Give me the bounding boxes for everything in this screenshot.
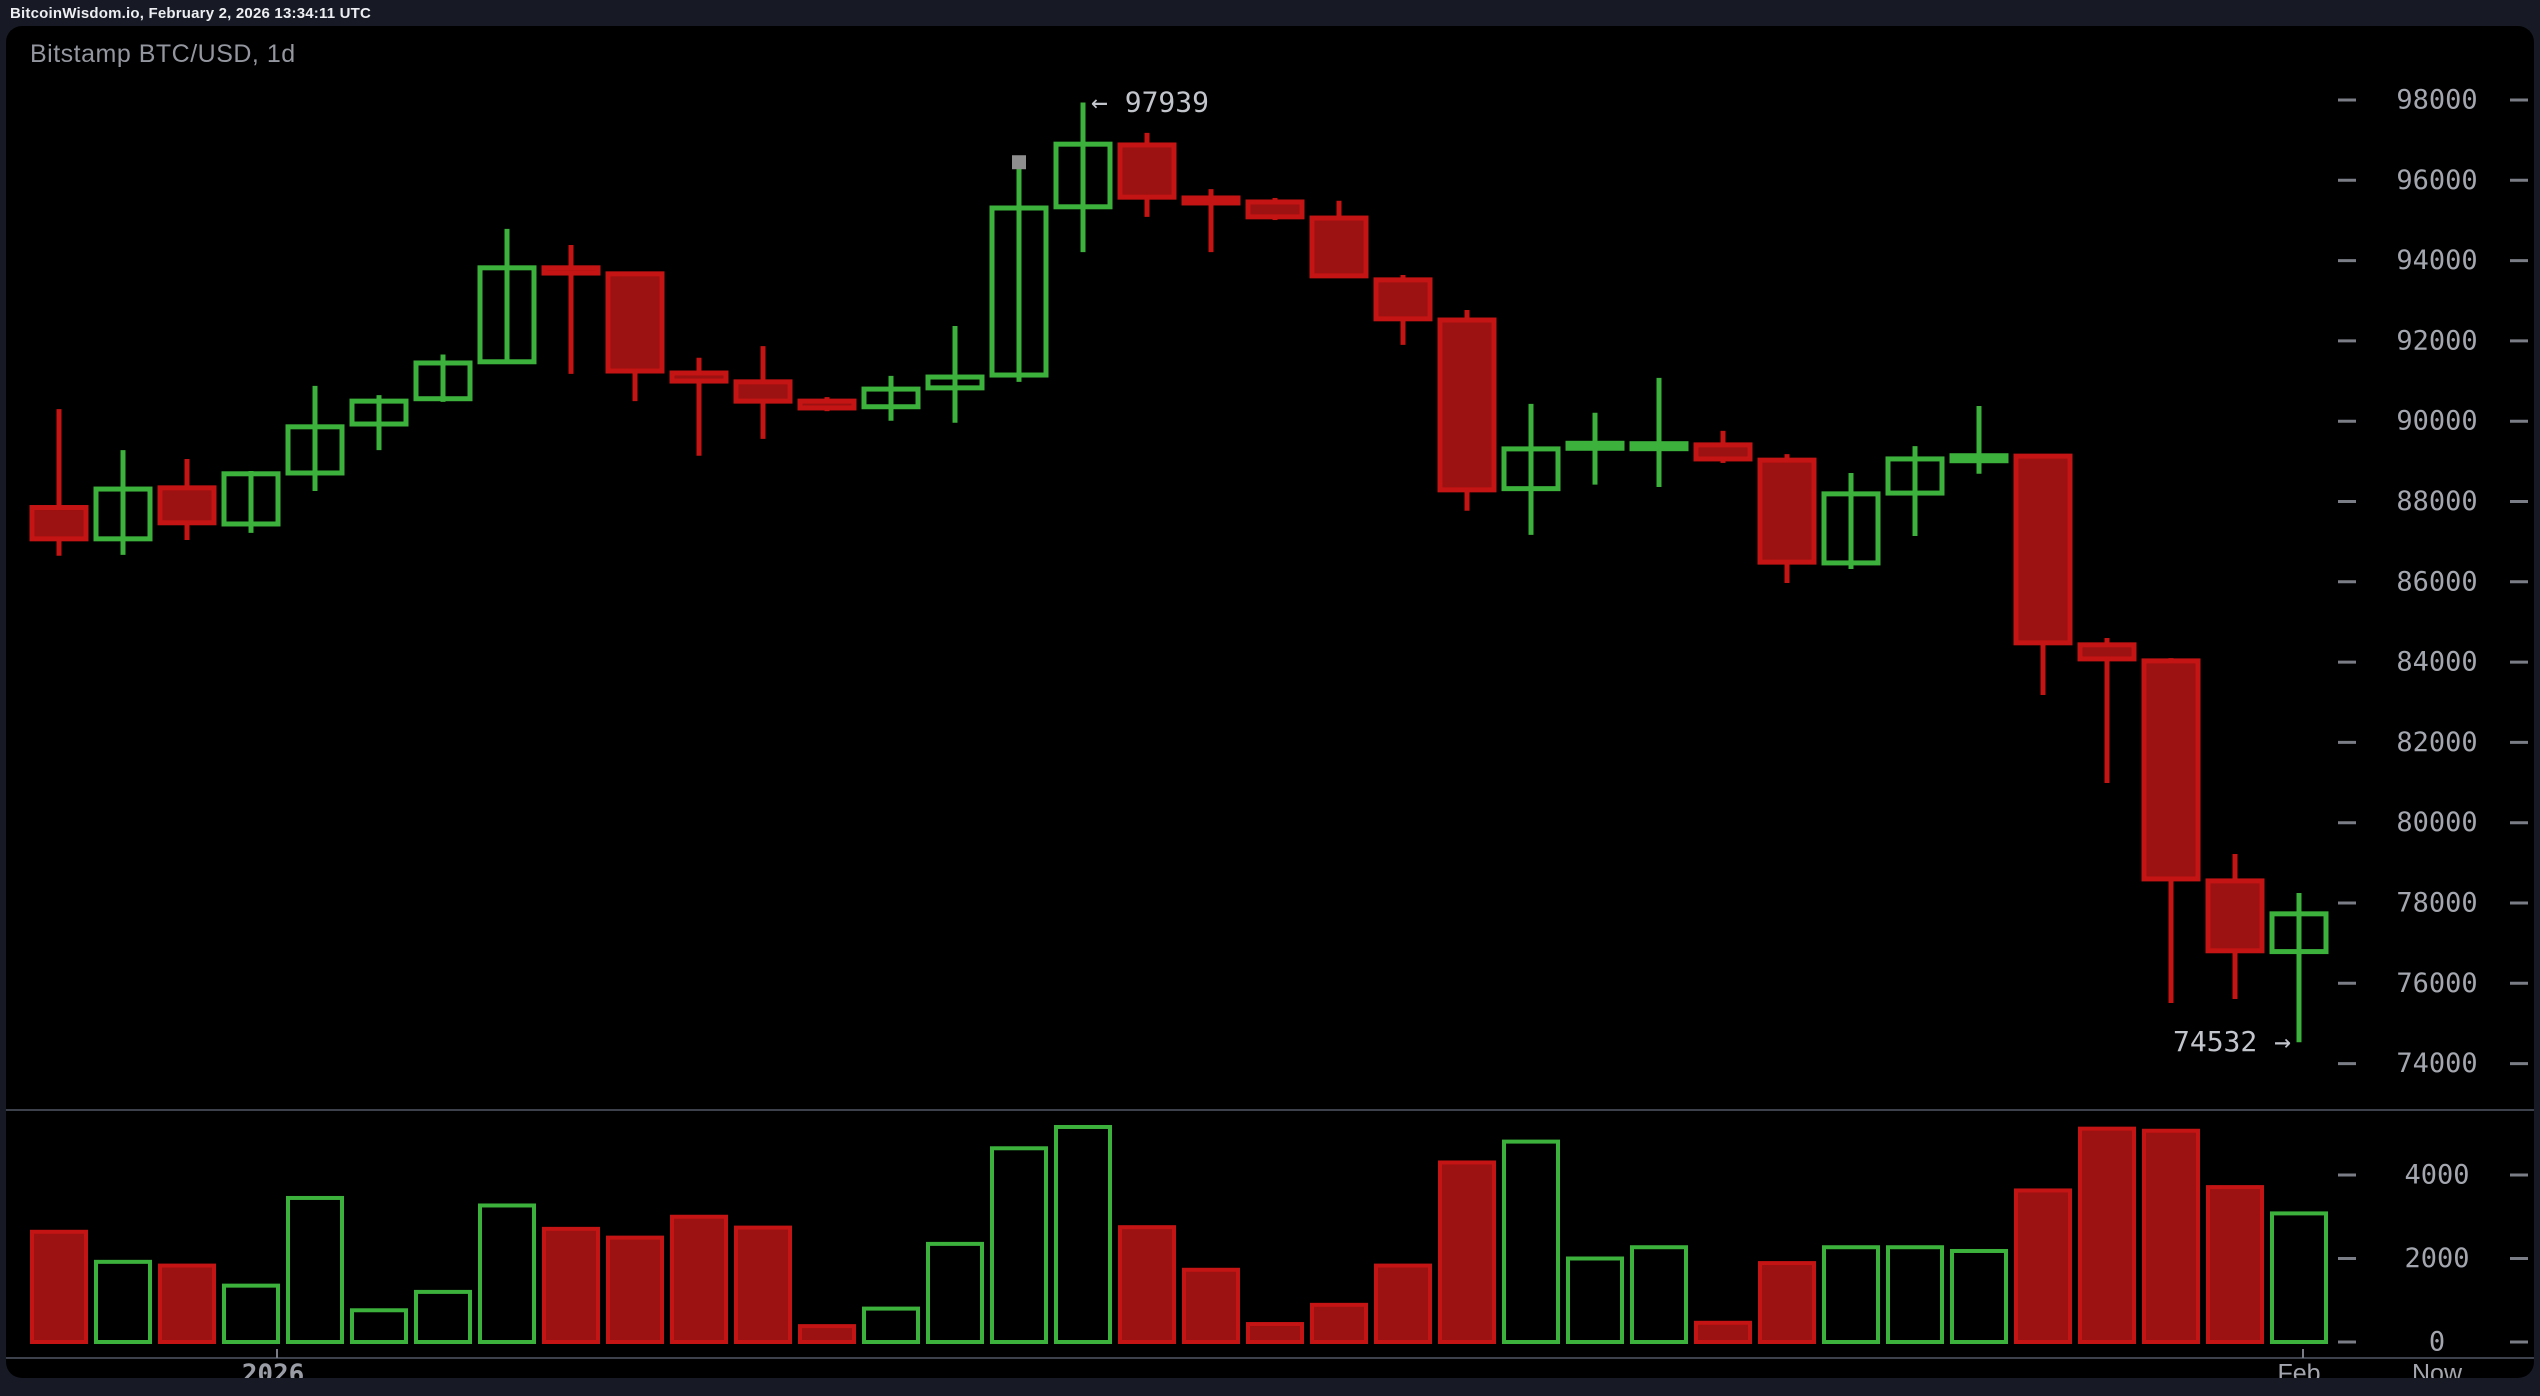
price-tick-label: 78000	[2396, 888, 2477, 919]
volume-tick-label: 4000	[2404, 1160, 2469, 1191]
chart-panel[interactable]: Bitstamp BTC/USD, 1d 98000 96000 94000 9200…	[6, 26, 2534, 1390]
volume-bar	[94, 1259, 152, 1344]
chart-title: Bitstamp BTC/USD, 1d	[30, 40, 296, 68]
price-tick-label: 86000	[2396, 566, 2477, 597]
time-axis-label: 2026	[242, 1360, 305, 1379]
candle-body	[29, 505, 89, 542]
volume-bar	[2270, 1211, 2328, 1345]
volume-bar	[990, 1146, 1048, 1345]
volume-bar	[2142, 1128, 2200, 1344]
volume-bar	[2206, 1185, 2264, 1345]
candle-body	[285, 424, 345, 476]
volume-tick-label: 2000	[2404, 1243, 2469, 1274]
volume-bar	[798, 1324, 856, 1345]
candle-body	[2205, 878, 2265, 954]
candle-body	[541, 265, 601, 276]
candle-body	[1693, 442, 1753, 462]
price-tick-label: 84000	[2396, 647, 2477, 678]
volume-bar	[1118, 1225, 1176, 1344]
volume-bar	[158, 1263, 216, 1345]
low-price-annotation: 74532 →	[2173, 1025, 2291, 1058]
candle-body	[2077, 642, 2137, 662]
candle-body	[1053, 141, 1113, 210]
volume-bar	[286, 1195, 344, 1345]
candle-body	[221, 471, 281, 527]
candle-body	[861, 386, 921, 410]
candle-body	[733, 379, 793, 404]
candle-body	[1629, 441, 1689, 452]
volume-bar	[2014, 1188, 2072, 1345]
volume-bar	[862, 1306, 920, 1344]
volume-bar	[478, 1203, 536, 1345]
candle-body	[669, 370, 729, 384]
volume-bar	[1246, 1322, 1304, 1344]
candle-body	[1245, 199, 1305, 220]
candle-body	[1117, 142, 1177, 200]
candle-body	[93, 486, 153, 542]
candle-body	[1565, 440, 1625, 451]
volume-bar	[1438, 1160, 1496, 1344]
price-tick-label: 90000	[2396, 406, 2477, 437]
volume-bar	[1630, 1245, 1688, 1345]
candle-body	[1757, 457, 1817, 565]
volume-bar	[1054, 1124, 1112, 1345]
volume-bar	[1822, 1245, 1880, 1345]
candle-body	[1181, 195, 1241, 206]
volume-bar	[1950, 1248, 2008, 1344]
time-axis-label: Feb	[2277, 1360, 2320, 1378]
volume-bar	[734, 1225, 792, 1344]
candle-body	[477, 265, 537, 365]
volume-bar	[670, 1214, 728, 1344]
price-tick-label: 98000	[2396, 85, 2477, 116]
header-timestamp-text: BitcoinWisdom.io, February 2, 2026 13:34…	[10, 4, 372, 22]
candle-body	[1309, 215, 1369, 279]
volume-bar	[2078, 1126, 2136, 1344]
header-bar: BitcoinWisdom.io, February 2, 2026 13:34…	[0, 0, 2540, 26]
candle-body	[797, 398, 857, 411]
price-tick-label: 74000	[2396, 1048, 2477, 1079]
high-price-annotation: ← 97939	[1091, 85, 1209, 118]
volume-bar	[1374, 1263, 1432, 1345]
candle-body	[989, 205, 1049, 378]
gray-square-marker	[1012, 155, 1026, 170]
volume-bar	[1694, 1320, 1752, 1345]
volume-bar	[606, 1235, 664, 1344]
volume-bar	[1566, 1256, 1624, 1344]
volume-bar	[350, 1308, 408, 1345]
price-tick-label: 80000	[2396, 807, 2477, 838]
candle-body	[2269, 911, 2329, 955]
volume-tick-label: 0	[2429, 1327, 2445, 1358]
volume-bar	[926, 1241, 984, 1344]
volume-bar	[1502, 1139, 1560, 1344]
volume-bar	[1886, 1245, 1944, 1345]
candle-body	[413, 360, 473, 402]
price-tick-label: 82000	[2396, 727, 2477, 758]
volume-bar	[222, 1283, 280, 1344]
candle-body	[1437, 317, 1497, 493]
candle-body	[605, 271, 665, 374]
price-tick-label: 88000	[2396, 486, 2477, 517]
candle-body	[925, 374, 985, 391]
price-tick-label: 76000	[2396, 968, 2477, 999]
candle-body	[1949, 453, 2009, 464]
volume-bar	[1758, 1261, 1816, 1345]
volume-bar	[1310, 1302, 1368, 1345]
candle-body	[1821, 491, 1881, 566]
price-tick-label: 96000	[2396, 165, 2477, 196]
volume-bar	[1182, 1267, 1240, 1344]
candle-body	[157, 485, 217, 526]
volume-bar	[414, 1289, 472, 1345]
candle-body	[2013, 453, 2073, 646]
now-label: Now	[2412, 1360, 2463, 1378]
volume-bar	[30, 1229, 88, 1345]
chart-canvas[interactable]: 98000 96000 94000 92000 90000 88000 86000 84000…	[6, 26, 2534, 1390]
candle-body	[1373, 277, 1433, 322]
candle-body	[1501, 446, 1561, 492]
candle-body	[2141, 658, 2201, 882]
price-tick-label: 92000	[2396, 325, 2477, 356]
candle-body	[1885, 456, 1945, 496]
candle-body	[349, 398, 409, 427]
volume-bar	[542, 1226, 600, 1345]
price-tick-label: 94000	[2396, 245, 2477, 276]
